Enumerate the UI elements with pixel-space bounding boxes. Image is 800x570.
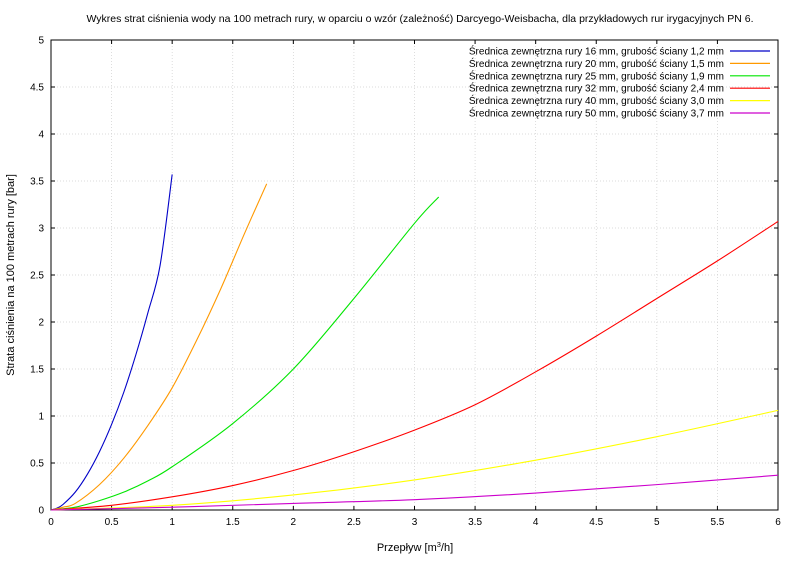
x-tick-label: 1.5 (226, 517, 240, 528)
legend-label-1: Średnica zewnętrzna rury 16 mm, grubość … (469, 45, 724, 58)
x-axis-label: Przepływ [m3/h] (377, 540, 453, 554)
y-tick-label: 3.5 (30, 177, 44, 188)
series-lines (50, 174, 779, 511)
x-tick-label: 2 (291, 517, 297, 528)
x-tick-label: 3.5 (468, 517, 482, 528)
y-tick-label: 1.5 (30, 365, 44, 376)
y-tick-label: 2 (38, 318, 44, 329)
x-tick-label: 3 (412, 517, 418, 528)
x-tick-label: 0.5 (105, 517, 119, 528)
x-tick-label: 6 (775, 517, 781, 528)
series-line-6 (50, 474, 779, 511)
grid (51, 40, 778, 510)
x-tick-label: 0 (48, 517, 54, 528)
y-tick-label: 0 (38, 506, 44, 517)
y-tick-label: 2.5 (30, 271, 44, 282)
y-tick-label: 5 (38, 36, 44, 47)
legend-label-2: Średnica zewnętrzna rury 20 mm, grubość … (469, 57, 724, 70)
y-axis-label: Strata ciśnienia na 100 metrach rury [ba… (5, 174, 17, 376)
series-line-1 (50, 174, 173, 511)
y-tick-label: 0.5 (30, 459, 44, 470)
legend-label-3: Średnica zewnętrzna rury 25 mm, grubość … (469, 69, 724, 82)
y-tick-label: 1 (38, 412, 44, 423)
legend: Średnica zewnętrzna rury 16 mm, grubość … (469, 45, 770, 120)
series-line-4 (50, 220, 779, 511)
legend-label-5: Średnica zewnętrzna rury 40 mm, grubość … (469, 94, 724, 107)
axis-ticks: 0 0.5 1 1.5 2 2.5 3 3.5 4 4.5 5 5.5 6 0 0.5 1 1.5 2 2.5 3 3.… (30, 36, 781, 529)
series-line-5 (50, 409, 779, 511)
x-tick-label: 2.5 (347, 517, 361, 528)
x-tick-label: 4.5 (589, 517, 603, 528)
series-line-3 (50, 196, 440, 511)
x-axis-label-tail: /h] (441, 542, 453, 554)
legend-label-6: Średnica zewnętrzna rury 50 mm, grubość … (469, 107, 724, 120)
x-axis-label-superscript: 3 (437, 540, 441, 549)
x-tick-label: 1 (169, 517, 175, 528)
y-tick-label: 3 (38, 224, 44, 235)
series-line-2 (50, 183, 268, 511)
y-tick-label: 4 (38, 130, 44, 141)
x-tick-label: 4 (533, 517, 539, 528)
x-tick-label: 5.5 (710, 517, 724, 528)
x-tick-label: 5 (654, 517, 660, 528)
legend-label-4: Średnica zewnętrzna rury 32 mm, grubość … (469, 82, 724, 95)
chart-title: Wykres strat ciśnienia wody na 100 metra… (86, 13, 753, 25)
x-axis-label-main: Przepływ [m (377, 542, 437, 554)
y-tick-label: 4.5 (30, 83, 44, 94)
